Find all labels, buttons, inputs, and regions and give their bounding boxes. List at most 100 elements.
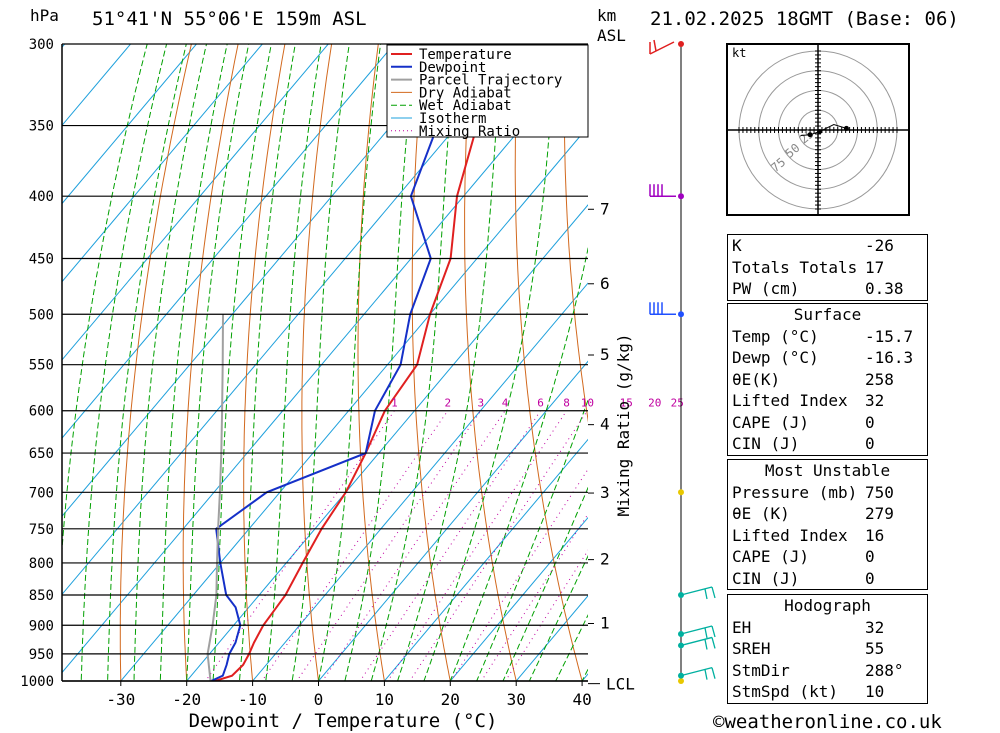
surface-value: 0 xyxy=(865,434,875,453)
mixing-ratio-line xyxy=(450,468,588,681)
hodo-value: 10 xyxy=(865,682,885,701)
km-tick-label: 1 xyxy=(600,613,610,632)
pressure-tick-label: 300 xyxy=(29,37,54,53)
wind-barb-flag xyxy=(653,39,657,52)
index-value: 0.38 xyxy=(865,279,904,298)
surface-value: -16.3 xyxy=(865,348,914,367)
pressure-tick-label: 700 xyxy=(29,485,54,501)
pressure-tick-label: 650 xyxy=(29,446,54,462)
mixing-ratio-label: 3 xyxy=(477,397,484,410)
mixing-ratio-label: 25 xyxy=(671,397,684,410)
wind-barb xyxy=(680,667,713,677)
hodo-row: StmDir 288° xyxy=(728,660,927,682)
height-unit-asl: ASL xyxy=(597,26,626,45)
pressure-unit: hPa xyxy=(30,6,59,25)
pressure-tick-label: 550 xyxy=(29,358,54,374)
hodograph-point xyxy=(807,132,813,138)
mixing-ratio-label: 15 xyxy=(620,397,633,410)
wind-level-dot xyxy=(678,41,684,47)
mu-value: 279 xyxy=(865,504,894,523)
mixing-ratio-line xyxy=(296,410,482,681)
most-unstable-title: Most Unstable xyxy=(764,461,891,480)
pressure-tick-label: 850 xyxy=(29,588,54,604)
mixing-ratio-label: 10 xyxy=(581,397,594,410)
x-tick-label: -30 xyxy=(106,690,135,709)
wet-adiabat-line xyxy=(317,44,382,681)
wind-barb-flag xyxy=(704,588,708,600)
wet-adiabat-line xyxy=(291,44,350,681)
mixing-ratio-label: 20 xyxy=(648,397,661,410)
mu-label: CIN (J) xyxy=(732,568,800,588)
index-value: 17 xyxy=(865,257,885,277)
pressure-tick-label: 1000 xyxy=(20,674,54,690)
wind-barb-flag xyxy=(711,625,716,638)
mu-label: θE (K) xyxy=(732,504,790,523)
isotherm-line xyxy=(62,44,132,127)
mixing-ratio-label: 6 xyxy=(537,397,544,410)
hodograph-panel: Hodograph EH 32 SREH 55 StmDir 288° StmSpd … xyxy=(727,594,928,704)
legend-label: Dewpoint xyxy=(419,60,486,76)
hodo-label: StmSpd (kt) xyxy=(732,682,838,701)
surface-row: CIN (J) 0 xyxy=(728,433,927,455)
surface-label: CIN (J) xyxy=(732,434,800,453)
mu-row: CAPE (J) 0 xyxy=(728,546,927,568)
mu-row: Pressure (mb) 750 xyxy=(728,482,927,504)
legend-label: Dry Adiabat xyxy=(419,85,512,101)
mixing-ratio-label: 1 xyxy=(391,397,398,410)
mu-label: CAPE (J) xyxy=(732,547,810,566)
mixing-ratio-line xyxy=(359,410,541,681)
isotherm-line xyxy=(62,44,198,205)
surface-row: CAPE (J) 0 xyxy=(728,412,927,434)
hodo-value: 288° xyxy=(865,660,904,680)
surface-row: Dewp (°C) -16.3 xyxy=(728,347,927,369)
mu-value: 750 xyxy=(865,482,894,502)
mu-label: Pressure (mb) xyxy=(732,482,858,502)
hodograph-point xyxy=(843,125,849,131)
wet-adiabat-line xyxy=(344,44,417,681)
copyright[interactable]: ©weatheronline.co.uk xyxy=(713,711,942,733)
hodo-row: StmSpd (kt) 10 xyxy=(728,681,927,703)
wind-barb xyxy=(649,41,675,55)
hodo-label: EH xyxy=(732,617,752,637)
mu-label: Lifted Index xyxy=(732,525,848,545)
surface-label: CAPE (J) xyxy=(732,412,810,432)
hodo-value: 55 xyxy=(865,639,885,658)
hodo-label: StmDir xyxy=(732,660,790,680)
pressure-tick-label: 350 xyxy=(29,119,54,135)
surface-label: Dewp (°C) xyxy=(732,348,819,367)
wet-adiabat-line xyxy=(159,44,228,681)
mixing-ratio-label: 4 xyxy=(502,397,509,410)
hodo-row: SREH 55 xyxy=(728,638,927,660)
surface-value: 32 xyxy=(865,391,885,410)
wind-barb-flag xyxy=(704,669,708,680)
wind-column xyxy=(649,39,716,684)
legend-label: Wet Adiabat xyxy=(419,98,512,114)
mixing-ratio-label: 8 xyxy=(563,397,570,410)
surface-row: Temp (°C) -15.7 xyxy=(728,326,927,348)
mu-row: CIN (J) 0 xyxy=(728,568,927,590)
wind-barb xyxy=(680,625,713,635)
wet-adiabat-line xyxy=(186,44,250,681)
wet-adiabat-line xyxy=(80,44,168,681)
isotherm-line xyxy=(62,44,329,361)
hodo-value: 32 xyxy=(865,617,885,637)
mixing-ratio-line xyxy=(321,410,506,681)
dry-adiabat-line xyxy=(925,0,1000,707)
surface-value: 0 xyxy=(865,412,875,432)
axes xyxy=(61,43,600,686)
x-tick-label: 40 xyxy=(572,690,591,709)
mixing-ratio-label: 2 xyxy=(444,397,451,410)
hodograph-unit: kt xyxy=(732,46,746,60)
x-tick-label: 10 xyxy=(375,690,394,709)
isotherm-line xyxy=(251,282,588,681)
dry-adiabat-line xyxy=(563,44,588,423)
isotherm-line xyxy=(62,44,264,283)
km-tick-label: 4 xyxy=(600,415,610,434)
mixing-ratio-line xyxy=(261,410,449,681)
legend-label: Parcel Trajectory xyxy=(419,73,562,89)
isotherm-line xyxy=(317,360,588,681)
mu-value: 16 xyxy=(865,525,885,545)
wet-adiabat-line xyxy=(265,44,322,681)
dry-adiabat-line xyxy=(243,44,286,681)
